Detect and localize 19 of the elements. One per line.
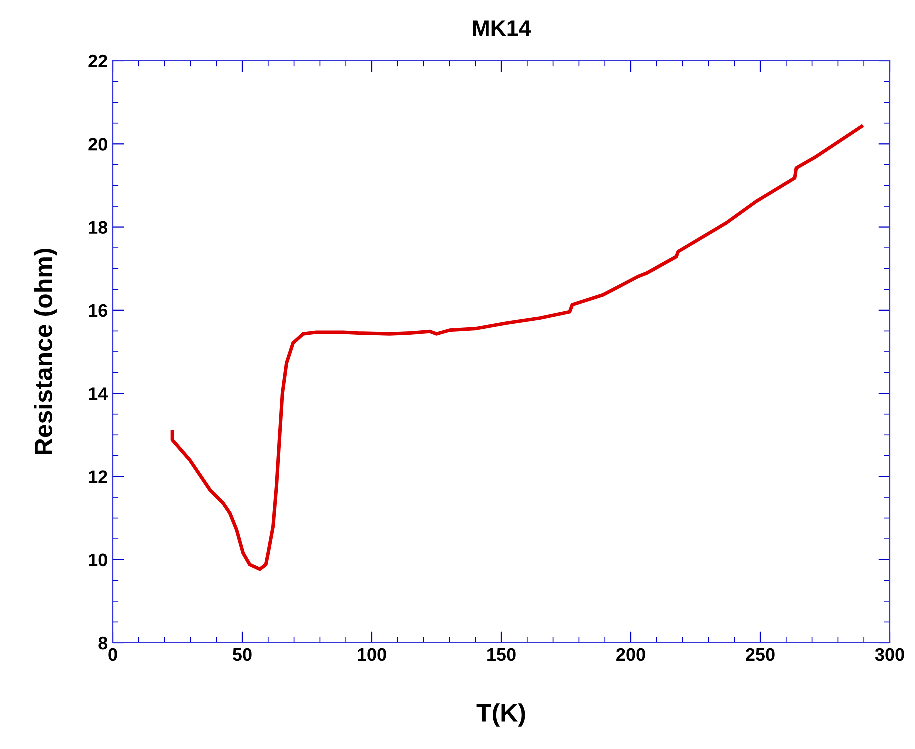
x-tick-label: 200 [616,648,646,662]
x-tick-label: 250 [746,648,775,662]
y-tick-label: 16 [89,304,108,318]
y-tick-label: 12 [89,470,108,484]
x-tick-label: 150 [488,648,516,662]
x-tick-label: 300 [875,648,904,662]
y-tick-label: 10 [89,554,108,567]
x-tick-label: 50 [233,648,252,662]
y-tick-label: 22 [88,54,108,68]
y-axis-title: Resistance (ohm) [34,249,58,455]
x-tick-label: 0 [108,648,118,662]
x-axis-title: T(K) [476,704,526,727]
x-tick-label: 100 [358,648,386,662]
chart-title: MK14 [473,20,532,36]
line-series [170,124,864,572]
y-tick-label: 8 [98,636,108,650]
y-tick-label: 18 [89,221,108,234]
y-tick-label: 14 [89,388,108,400]
y-tick-label: 20 [88,138,108,151]
